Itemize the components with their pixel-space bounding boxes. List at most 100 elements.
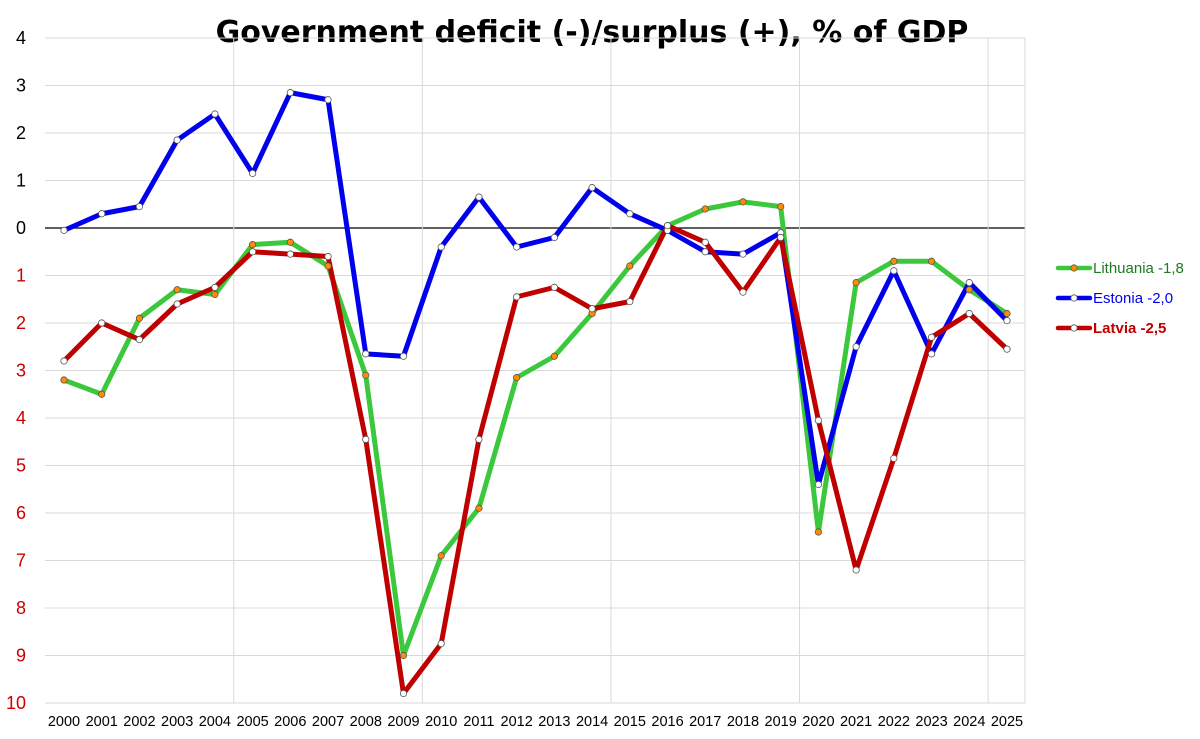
data-point <box>739 250 747 258</box>
x-tick-label: 2017 <box>689 714 721 730</box>
y-tick-label: 4 <box>16 28 26 48</box>
data-point <box>173 136 181 144</box>
data-point <box>739 198 747 206</box>
data-point <box>324 96 332 104</box>
data-point <box>286 250 294 258</box>
series-line <box>61 90 1010 487</box>
series-lines <box>60 89 1011 698</box>
data-point <box>513 374 521 382</box>
data-point <box>777 203 785 211</box>
data-point <box>399 352 408 360</box>
data-point <box>927 257 936 265</box>
x-axis: 2000 2001 2002 2003 2004 2005 2006 2007 2008 2009… <box>48 714 1023 730</box>
y-tick-label: 3 <box>16 361 26 381</box>
x-tick-label: 2023 <box>915 714 947 730</box>
y-tick-label: 10 <box>6 693 26 713</box>
x-tick-label: 2021 <box>840 714 872 730</box>
data-point <box>211 290 219 299</box>
data-point <box>135 314 144 322</box>
x-tick-label: 2010 <box>425 714 457 730</box>
data-point <box>98 390 106 398</box>
data-point <box>249 248 257 256</box>
data-point <box>777 233 785 242</box>
legend-marker <box>1070 294 1078 302</box>
data-point <box>399 651 408 660</box>
x-tick-label: 2018 <box>727 714 759 730</box>
x-tick-label: 2012 <box>501 714 533 730</box>
data-point <box>135 203 144 211</box>
y-tick-label: 5 <box>16 456 26 476</box>
data-point <box>249 169 257 177</box>
data-point <box>475 435 483 443</box>
data-point <box>927 333 936 341</box>
data-point <box>890 267 898 275</box>
y-tick-label: 8 <box>16 598 26 618</box>
data-point <box>588 184 596 192</box>
data-point <box>437 243 445 251</box>
data-point <box>362 371 370 379</box>
y-tick-label: 1 <box>16 171 26 191</box>
x-tick-label: 2001 <box>86 714 118 730</box>
x-tick-label: 2007 <box>312 714 344 730</box>
legend-label: Estonia -2,0 <box>1093 290 1173 307</box>
series-line <box>61 199 1010 658</box>
y-tick-label: 3 <box>16 76 26 96</box>
data-point <box>626 262 634 270</box>
data-point <box>814 480 823 489</box>
x-tick-label: 2002 <box>123 714 155 730</box>
data-point <box>98 319 106 327</box>
data-point <box>173 286 181 294</box>
x-tick-label: 2015 <box>614 714 646 730</box>
data-point <box>927 350 936 358</box>
y-tick-label: 1 <box>16 266 26 286</box>
x-tick-label: 2005 <box>236 714 268 730</box>
data-point <box>60 226 68 234</box>
x-tick-label: 2020 <box>802 714 834 730</box>
y-tick-label: 6 <box>16 503 26 523</box>
data-point <box>513 293 521 301</box>
data-point <box>701 205 709 213</box>
data-point <box>701 248 709 256</box>
data-point <box>550 352 558 360</box>
x-tick-label: 2016 <box>651 714 683 730</box>
legend-label: Latvia -2,5 <box>1093 320 1166 337</box>
data-point <box>739 288 747 296</box>
x-tick-label: 2006 <box>274 714 306 730</box>
x-tick-label: 2025 <box>991 714 1023 730</box>
y-tick-label: 2 <box>16 123 26 143</box>
data-point <box>852 566 860 574</box>
data-point <box>965 279 973 287</box>
data-point <box>814 416 823 424</box>
series-line <box>61 223 1010 696</box>
data-point <box>211 110 219 118</box>
y-tick-label: 0 <box>16 218 26 238</box>
data-point <box>249 241 257 249</box>
y-tick-label: 2 <box>16 313 26 333</box>
data-point <box>701 238 709 246</box>
data-point <box>550 283 558 291</box>
data-point <box>588 305 596 313</box>
data-point <box>211 283 219 291</box>
data-point <box>60 376 68 384</box>
data-point <box>890 257 898 265</box>
data-point <box>286 89 294 97</box>
data-point <box>173 300 181 308</box>
data-point <box>135 336 144 344</box>
data-point <box>475 193 483 201</box>
data-point <box>965 309 973 318</box>
data-point <box>437 552 445 560</box>
data-point <box>324 262 332 270</box>
x-tick-label: 2024 <box>953 714 985 730</box>
legend-marker <box>1070 264 1078 272</box>
data-point <box>475 504 483 512</box>
data-point <box>852 279 860 287</box>
y-tick-label: 9 <box>16 646 26 666</box>
data-point <box>437 640 445 648</box>
data-point <box>1003 317 1011 325</box>
x-tick-label: 2008 <box>350 714 382 730</box>
x-tick-label: 2014 <box>576 714 608 730</box>
data-point <box>550 233 558 242</box>
x-tick-label: 2013 <box>538 714 570 730</box>
